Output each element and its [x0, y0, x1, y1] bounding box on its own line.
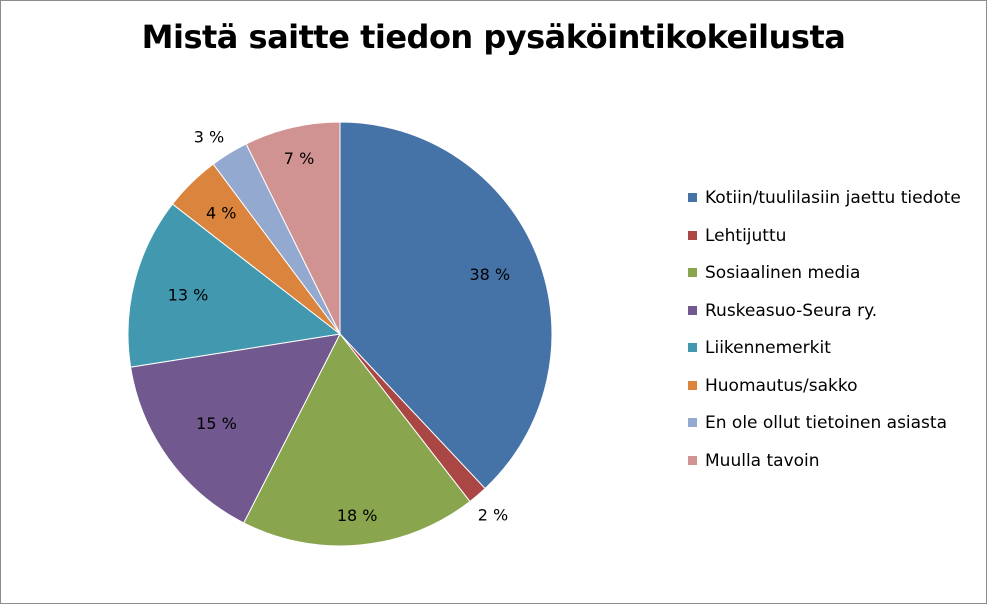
data-label-1: 2 %	[478, 506, 508, 525]
legend-swatch-6	[688, 418, 697, 427]
data-label-6: 3 %	[194, 128, 224, 147]
data-label-2: 18 %	[337, 506, 378, 525]
pie-slice-3	[130, 333, 341, 524]
data-label-0: 38 %	[469, 265, 510, 284]
legend-swatch-7	[688, 455, 697, 465]
legend-label-7: Muulla tavoin	[705, 450, 820, 471]
legend-label-0: Kotiin/tuulilasiin jaettu tiedote	[705, 188, 961, 208]
legend-swatch-1	[688, 230, 697, 240]
pie-slices	[127, 121, 553, 547]
pie-slice-4	[127, 203, 342, 368]
data-labels: 38 % 2 % 18 % 15 % 13 % 4 % 3 % 7 %	[168, 128, 510, 526]
legend-swatch-3	[688, 305, 697, 315]
legend-label-2: Sosiaalinen media	[705, 263, 861, 283]
pie-slice-0	[339, 121, 553, 490]
legend-label-4: Liikennemerkit	[705, 338, 831, 358]
chart-title: Mistä saitte tiedon pysäköintikokeilusta	[141, 18, 846, 56]
pie-slice-7	[245, 121, 341, 335]
legend-label-5: Huomautus/sakko	[705, 375, 858, 396]
data-label-7: 7 %	[284, 149, 314, 168]
data-label-5: 4 %	[206, 203, 236, 222]
legend-label-6: En ole ollut tietoinen asiasta	[705, 413, 948, 433]
legend-swatch-4	[688, 343, 697, 352]
data-label-4: 13 %	[168, 285, 209, 304]
data-label-3: 15 %	[196, 414, 237, 433]
pie-slice-2	[243, 333, 471, 547]
legend-label-3: Ruskeasuo-Seura ry.	[705, 300, 878, 321]
legend-swatch-2	[688, 268, 697, 277]
legend-swatch-0	[688, 193, 697, 202]
legend-swatch-5	[688, 380, 697, 390]
legend-label-1: Lehtijuttu	[705, 225, 787, 246]
